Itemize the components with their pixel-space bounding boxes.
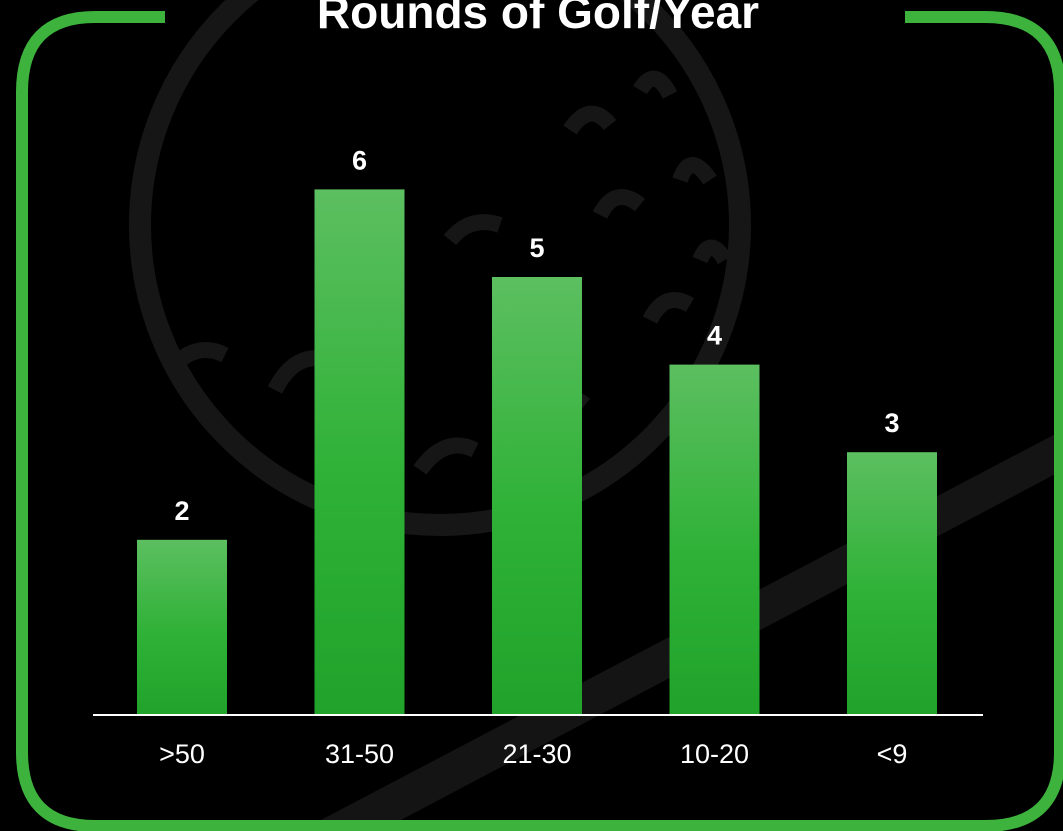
data-label-0: 2 bbox=[174, 496, 189, 526]
bars bbox=[137, 189, 937, 715]
data-label-4: 3 bbox=[884, 408, 899, 438]
golf-ball-dimples bbox=[163, 70, 732, 475]
x-tick-label-2: 21-30 bbox=[502, 739, 571, 769]
data-label-2: 5 bbox=[529, 233, 544, 263]
data-labels: 2 6 5 4 3 bbox=[174, 145, 899, 525]
bar-2 bbox=[492, 277, 582, 715]
bar-0 bbox=[137, 539, 227, 715]
x-tick-label-3: 10-20 bbox=[680, 739, 749, 769]
x-tick-label-0: >50 bbox=[159, 739, 205, 769]
golf-ball-icon bbox=[129, 0, 751, 536]
frame-border bbox=[16, 11, 1063, 831]
x-tick-label-4: <9 bbox=[877, 739, 908, 769]
data-label-1: 6 bbox=[352, 145, 367, 175]
bar-4 bbox=[847, 452, 937, 715]
bar-3 bbox=[669, 364, 760, 715]
data-label-3: 4 bbox=[707, 321, 722, 351]
bar-1 bbox=[314, 189, 405, 715]
x-tick-label-1: 31-50 bbox=[325, 739, 394, 769]
x-tick-labels: >50 31-50 21-30 10-20 <9 bbox=[159, 739, 907, 769]
chart-title: Rounds of Golf/Year bbox=[317, 0, 759, 38]
